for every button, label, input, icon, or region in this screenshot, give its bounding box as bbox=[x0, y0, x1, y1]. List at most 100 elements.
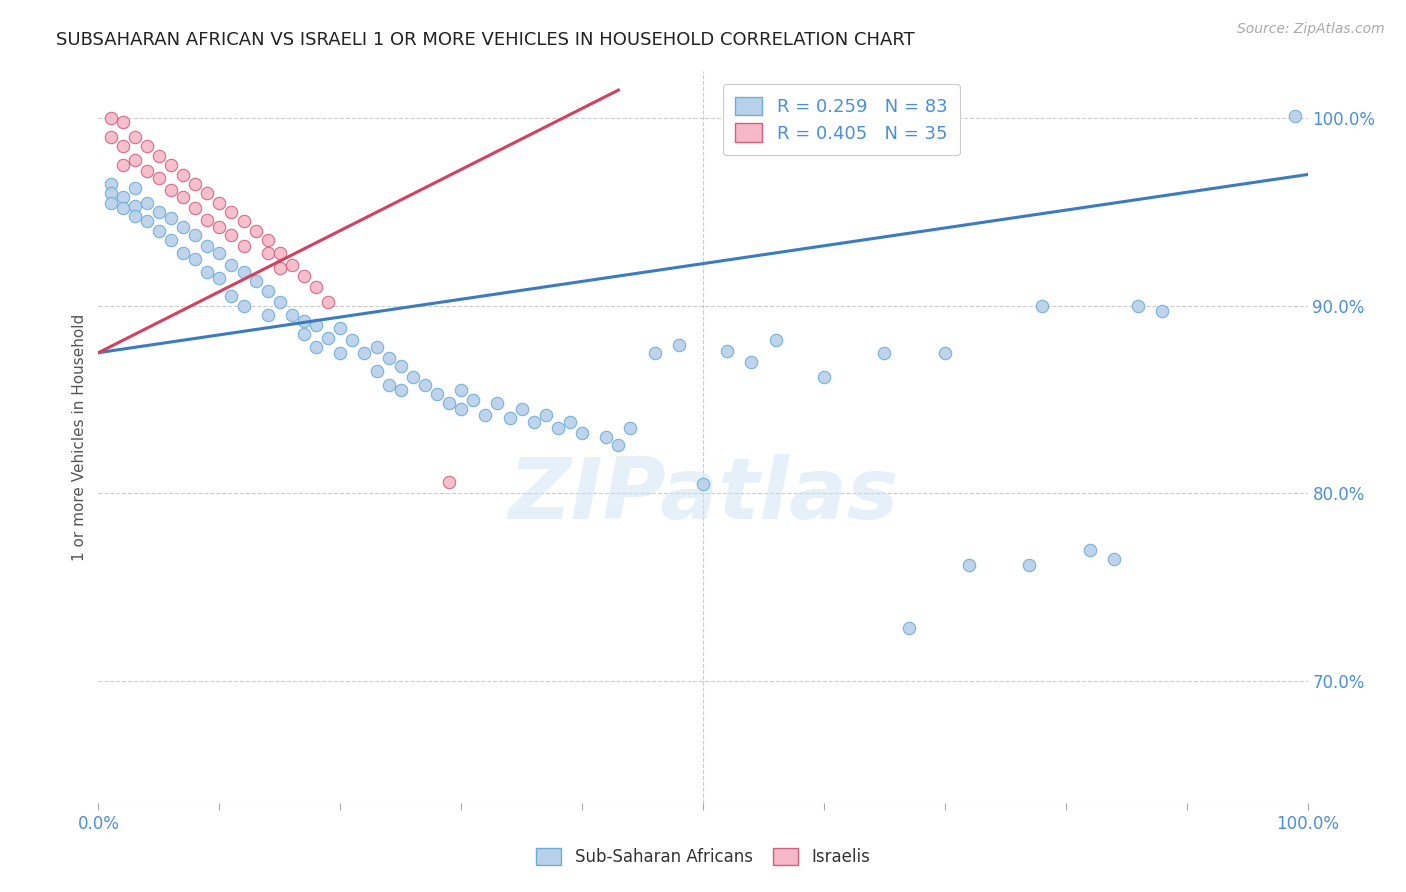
Point bbox=[305, 280, 328, 294]
Point bbox=[316, 331, 339, 345]
Point bbox=[148, 149, 170, 163]
Point bbox=[571, 426, 593, 441]
Point bbox=[208, 246, 231, 260]
Point bbox=[426, 387, 449, 401]
Point bbox=[184, 201, 207, 215]
Point bbox=[377, 351, 399, 366]
Point bbox=[292, 268, 315, 283]
Point bbox=[1078, 542, 1101, 557]
Point bbox=[195, 186, 218, 201]
Point bbox=[644, 345, 666, 359]
Point bbox=[148, 224, 170, 238]
Point bbox=[184, 177, 207, 191]
Point bbox=[124, 209, 146, 223]
Point bbox=[195, 239, 218, 253]
Point bbox=[245, 224, 267, 238]
Point bbox=[100, 130, 122, 145]
Point bbox=[437, 475, 460, 489]
Point bbox=[547, 420, 569, 434]
Point bbox=[329, 321, 352, 335]
Point bbox=[595, 430, 617, 444]
Point bbox=[184, 227, 207, 242]
Point bbox=[124, 199, 146, 213]
Point bbox=[135, 163, 157, 178]
Point bbox=[221, 289, 243, 303]
Point bbox=[269, 261, 291, 276]
Point bbox=[232, 239, 254, 253]
Point bbox=[1152, 304, 1174, 318]
Point bbox=[195, 212, 218, 227]
Point bbox=[353, 345, 375, 359]
Point bbox=[765, 333, 787, 347]
Y-axis label: 1 or more Vehicles in Household: 1 or more Vehicles in Household bbox=[72, 313, 87, 561]
Point bbox=[100, 195, 122, 210]
Point bbox=[135, 139, 157, 153]
Point bbox=[172, 220, 194, 235]
Point bbox=[111, 201, 134, 215]
Point bbox=[558, 415, 581, 429]
Point bbox=[232, 265, 254, 279]
Point bbox=[607, 437, 630, 451]
Point bbox=[329, 345, 352, 359]
Point bbox=[269, 295, 291, 310]
Point bbox=[316, 295, 339, 310]
Point bbox=[413, 377, 436, 392]
Point bbox=[523, 415, 546, 429]
Point bbox=[208, 270, 231, 285]
Point bbox=[135, 214, 157, 228]
Point bbox=[619, 420, 641, 434]
Point bbox=[740, 355, 762, 369]
Point bbox=[510, 401, 533, 416]
Point bbox=[1284, 109, 1306, 123]
Legend: R = 0.259   N = 83, R = 0.405   N = 35: R = 0.259 N = 83, R = 0.405 N = 35 bbox=[723, 84, 960, 155]
Point bbox=[221, 227, 243, 242]
Point bbox=[463, 392, 485, 407]
Point bbox=[135, 195, 157, 210]
Point bbox=[897, 621, 920, 635]
Point bbox=[389, 359, 412, 373]
Point bbox=[160, 182, 183, 196]
Point bbox=[498, 411, 520, 425]
Point bbox=[221, 258, 243, 272]
Point bbox=[450, 383, 472, 397]
Point bbox=[111, 139, 134, 153]
Point bbox=[124, 153, 146, 167]
Point bbox=[100, 186, 122, 201]
Point bbox=[1128, 299, 1150, 313]
Point bbox=[148, 205, 170, 219]
Point bbox=[256, 246, 278, 260]
Point bbox=[366, 340, 388, 354]
Point bbox=[534, 408, 557, 422]
Point bbox=[195, 265, 218, 279]
Text: SUBSAHARAN AFRICAN VS ISRAELI 1 OR MORE VEHICLES IN HOUSEHOLD CORRELATION CHART: SUBSAHARAN AFRICAN VS ISRAELI 1 OR MORE … bbox=[56, 31, 915, 49]
Point bbox=[111, 158, 134, 172]
Point bbox=[124, 130, 146, 145]
Point bbox=[221, 205, 243, 219]
Point bbox=[366, 364, 388, 378]
Point bbox=[342, 333, 364, 347]
Point bbox=[305, 318, 328, 332]
Point bbox=[716, 343, 738, 358]
Point bbox=[148, 171, 170, 186]
Point bbox=[245, 274, 267, 288]
Point bbox=[111, 115, 134, 129]
Point bbox=[934, 345, 956, 359]
Point bbox=[232, 299, 254, 313]
Point bbox=[160, 158, 183, 172]
Point bbox=[1031, 299, 1053, 313]
Point bbox=[1018, 558, 1040, 572]
Point bbox=[160, 233, 183, 247]
Point bbox=[172, 190, 194, 204]
Point bbox=[1102, 552, 1125, 566]
Point bbox=[208, 195, 231, 210]
Point bbox=[389, 383, 412, 397]
Point bbox=[692, 477, 714, 491]
Point bbox=[269, 246, 291, 260]
Point bbox=[160, 211, 183, 225]
Point bbox=[873, 345, 896, 359]
Point bbox=[172, 246, 194, 260]
Point bbox=[957, 558, 980, 572]
Point bbox=[256, 233, 278, 247]
Point bbox=[281, 258, 304, 272]
Point bbox=[813, 370, 835, 384]
